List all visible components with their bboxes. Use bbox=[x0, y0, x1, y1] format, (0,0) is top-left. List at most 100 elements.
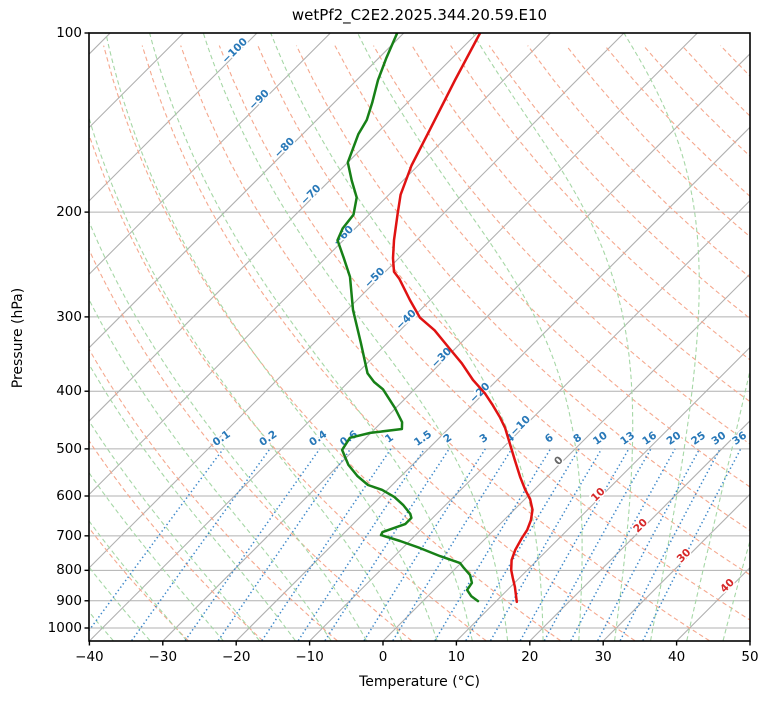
y-tick-label: 400 bbox=[56, 383, 82, 400]
isotherm-line bbox=[749, 640, 750, 641]
isotherm-label: −70 bbox=[299, 182, 324, 207]
isotherm-line bbox=[89, 33, 478, 422]
moist-adiabat-line bbox=[89, 471, 224, 641]
moist-adiabat-line bbox=[89, 115, 403, 641]
x-tick-label: −20 bbox=[221, 649, 251, 665]
mixing-ratio-line bbox=[434, 448, 552, 641]
dry-adiabat-line bbox=[180, 45, 710, 641]
isotherm-line bbox=[89, 33, 405, 349]
mixing-ratio-label: 3 bbox=[477, 432, 490, 446]
moist-adiabat-line bbox=[89, 220, 367, 641]
x-axis-label: Temperature (°C) bbox=[359, 674, 480, 690]
pressure-gridlines bbox=[89, 33, 750, 629]
y-tick-label: 500 bbox=[56, 440, 82, 457]
mixing-ratio-line bbox=[363, 448, 486, 641]
y-tick-label: 800 bbox=[56, 562, 82, 579]
dry-adiabat-line bbox=[89, 347, 338, 641]
mixing-ratio-line bbox=[261, 448, 392, 641]
moist-adiabat-line bbox=[149, 33, 473, 641]
isotherm-label: 30 bbox=[675, 546, 694, 565]
chart-title: wetPf2_C2E2.2025.344.20.59.E10 bbox=[291, 6, 548, 24]
x-tick-label: 30 bbox=[594, 649, 612, 665]
mixing-ratio-label: 6 bbox=[543, 432, 556, 446]
dry-adiabat-line bbox=[218, 45, 750, 621]
moist-adiabat-line bbox=[105, 33, 438, 641]
y-tick-label: 1000 bbox=[47, 620, 82, 636]
mixing-ratio-line bbox=[465, 448, 580, 641]
isotherm-line bbox=[382, 273, 750, 641]
mixing-ratio-line bbox=[89, 448, 224, 632]
mixing-ratio-line bbox=[543, 448, 652, 641]
mixing-ratio-lines bbox=[89, 448, 742, 641]
moist-adiabat-line bbox=[89, 566, 151, 641]
x-tick-label: 40 bbox=[668, 649, 686, 665]
dry-adiabat-line bbox=[141, 45, 636, 641]
isotherm-line bbox=[602, 493, 750, 641]
dewpoint-curve bbox=[336, 33, 480, 603]
dry-adiabat-line bbox=[681, 45, 750, 117]
mixing-ratio-label: 8 bbox=[571, 432, 584, 446]
moist-adiabat-line bbox=[89, 420, 260, 641]
moist-adiabat-line bbox=[89, 520, 188, 641]
mixing-ratio-label: 0.1 bbox=[211, 428, 233, 449]
mixing-ratio-line bbox=[324, 448, 450, 641]
moist-adiabat-line bbox=[89, 363, 296, 641]
isotherm-line bbox=[676, 566, 750, 641]
plot-area: −100−90−80−70−60−50−40−30−20−10010203040… bbox=[89, 33, 775, 641]
moist-adiabat-line bbox=[686, 367, 750, 641]
mixing-ratio-label: 13 bbox=[618, 429, 637, 447]
mixing-ratio-label: 0.4 bbox=[307, 428, 329, 449]
moist-adiabat-line bbox=[270, 33, 544, 641]
mixing-ratio-label: 16 bbox=[640, 429, 659, 447]
mixing-ratio-line bbox=[570, 448, 676, 641]
mixing-ratio-label: 1 bbox=[383, 432, 396, 446]
dry-adiabat-line bbox=[373, 45, 750, 445]
moist-adiabat-line bbox=[472, 33, 634, 641]
isotherm-label: −20 bbox=[468, 380, 493, 405]
dry-adiabat-line bbox=[488, 45, 750, 320]
temperature-curve bbox=[391, 33, 534, 604]
isotherm-line bbox=[89, 33, 625, 569]
moist-adiabat-line bbox=[357, 33, 583, 641]
x-tick-label: 20 bbox=[521, 649, 539, 665]
x-tick-label: 50 bbox=[741, 649, 759, 665]
dry-adiabat-line bbox=[89, 132, 487, 641]
dry-adiabat-line bbox=[759, 46, 775, 641]
mixing-ratio-line bbox=[184, 448, 321, 641]
dry-adiabat-line bbox=[527, 45, 750, 279]
x-tick-label: −30 bbox=[148, 649, 178, 665]
isotherm-label: −90 bbox=[247, 87, 272, 112]
isotherm-line bbox=[89, 33, 331, 276]
isotherm-label: 10 bbox=[589, 485, 608, 504]
isotherm-line bbox=[456, 346, 750, 641]
dry-adiabat-line bbox=[450, 45, 750, 361]
isotherm-label: −100 bbox=[220, 36, 250, 66]
dry-adiabat-line bbox=[411, 45, 750, 403]
moist-adiabat-line bbox=[623, 33, 700, 641]
moist-adiabat-line bbox=[202, 33, 509, 641]
y-tick-label: 700 bbox=[56, 527, 82, 544]
dry-adiabat-line bbox=[89, 439, 264, 641]
dry-adiabat-line bbox=[565, 45, 750, 238]
mixing-ratio-line bbox=[217, 448, 352, 641]
mixing-ratio-label: 10 bbox=[591, 429, 610, 447]
isotherm-line bbox=[89, 33, 551, 496]
dry-adiabat-line bbox=[257, 45, 750, 576]
y-tick-label: 900 bbox=[56, 592, 82, 609]
x-tick-label: 10 bbox=[447, 649, 465, 665]
mixing-ratio-label: 2 bbox=[441, 432, 454, 446]
plot-border bbox=[88, 32, 751, 642]
isotherm-line bbox=[89, 33, 698, 641]
dry-adiabats bbox=[89, 45, 775, 641]
isotherm-line bbox=[235, 126, 750, 641]
tick-marks bbox=[84, 32, 751, 646]
x-tick-label: −10 bbox=[295, 649, 324, 665]
dry-adiabat-line bbox=[295, 45, 750, 532]
isotherm-label: 0 bbox=[552, 454, 566, 468]
x-tick-label: 0 bbox=[378, 649, 388, 665]
isotherm-label: 20 bbox=[631, 516, 650, 535]
mixing-ratio-line bbox=[297, 448, 426, 641]
mixing-ratio-label: 20 bbox=[664, 429, 683, 447]
mixing-ratio-line bbox=[489, 448, 603, 641]
